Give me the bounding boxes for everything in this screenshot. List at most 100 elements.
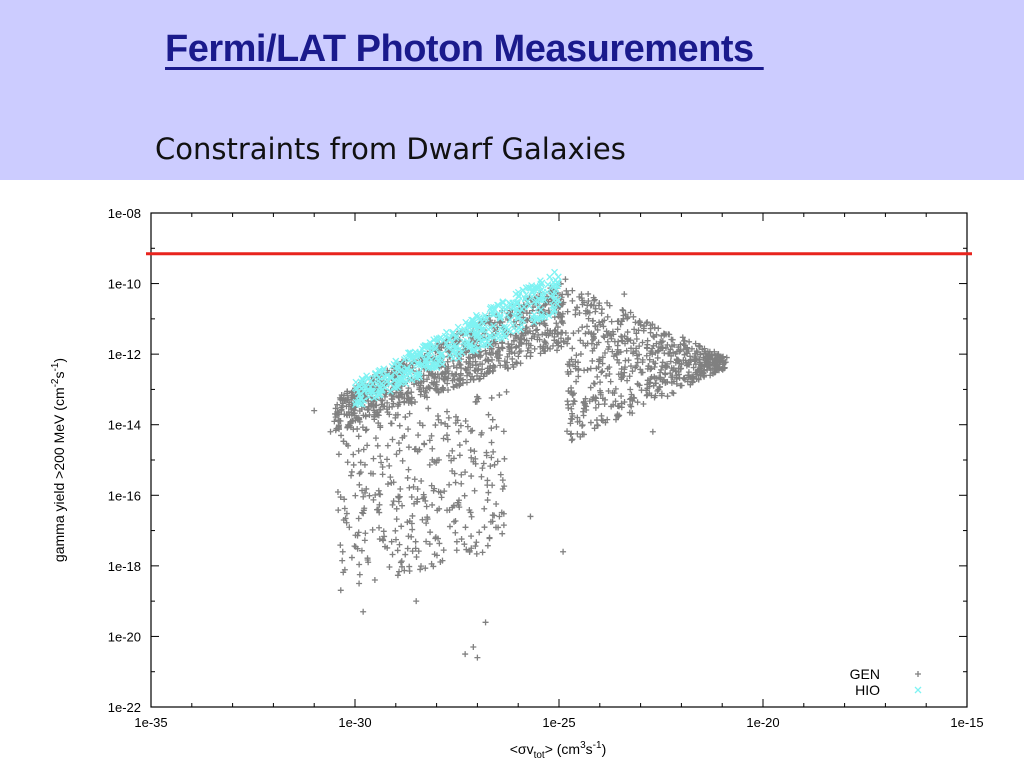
gen-point [673, 372, 680, 379]
x-axis-label: <σvtot> (cm3s-1) [510, 740, 606, 761]
gen-point [396, 422, 403, 429]
gen-point [397, 486, 404, 493]
gen-point [705, 359, 712, 366]
hio-point [536, 295, 543, 303]
gen-point [656, 374, 663, 381]
gen-point [643, 387, 650, 394]
hio-point [378, 380, 386, 388]
gen-point [615, 349, 622, 356]
gen-point [706, 354, 713, 361]
gen-point [654, 348, 661, 355]
hio-point [496, 324, 504, 332]
hio-point [430, 363, 438, 371]
gen-point [575, 365, 582, 372]
gen-point [414, 485, 421, 492]
gen-point [554, 347, 561, 354]
gen-point [415, 432, 422, 439]
gen-point [424, 376, 431, 383]
gen-point [462, 651, 469, 658]
gen-point [501, 358, 508, 365]
gen-point [675, 343, 682, 350]
gen-point [376, 491, 383, 498]
gen-point [394, 547, 401, 554]
gen-point [527, 513, 534, 520]
gen-point [375, 412, 382, 419]
gen-point [504, 353, 511, 360]
gen-point [604, 331, 611, 338]
gen-point [591, 345, 598, 352]
gen-point [590, 330, 597, 337]
gen-point [370, 407, 377, 414]
gen-point [444, 380, 451, 387]
hio-point [521, 295, 529, 303]
gen-point [569, 410, 576, 417]
gen-point [408, 494, 415, 501]
gen-point [576, 309, 583, 316]
gen-point [357, 459, 364, 466]
gen-point [484, 482, 491, 489]
gen-point [706, 365, 713, 372]
hio-point [406, 370, 414, 378]
gen-point [377, 422, 384, 429]
gen-point [662, 371, 669, 378]
gen-point [624, 338, 631, 345]
hio-point [458, 349, 466, 357]
hio-point [408, 359, 416, 367]
gen-point [522, 329, 529, 336]
gen-point [475, 365, 482, 372]
gen-point [623, 347, 630, 354]
gen-point [517, 336, 524, 343]
gen-point [524, 347, 531, 354]
gen-point [633, 336, 640, 343]
gen-point [585, 329, 592, 336]
hio-point [528, 289, 536, 297]
gen-point [624, 315, 631, 322]
gen-point [478, 473, 485, 480]
gen-point [461, 492, 468, 499]
gen-point [331, 418, 338, 425]
gen-point [396, 541, 403, 548]
hio-point [387, 374, 395, 382]
gen-point [517, 360, 524, 367]
hio-point [501, 305, 509, 313]
hio-point [496, 313, 504, 321]
gen-point [453, 547, 460, 554]
gen-point [637, 321, 644, 328]
gen-point [419, 516, 426, 523]
hio-point [449, 330, 457, 338]
gen-point [458, 480, 465, 487]
hio-point [526, 302, 533, 310]
hio-point [434, 357, 442, 365]
gen-point [372, 435, 379, 442]
hio-point [364, 387, 372, 395]
gen-point [456, 442, 463, 449]
gen-point [360, 493, 367, 500]
hio-point [404, 365, 411, 373]
gen-point [446, 523, 453, 530]
gen-point [587, 384, 594, 391]
gen-point [609, 348, 616, 355]
gen-point [414, 496, 421, 503]
gen-point [532, 327, 539, 334]
gen-point [474, 372, 481, 379]
gen-point [580, 431, 587, 438]
gen-point [472, 543, 479, 550]
gen-point [650, 333, 657, 340]
hio-point [423, 342, 431, 350]
hio-point [503, 311, 511, 319]
gen-point [468, 513, 475, 520]
gen-point [451, 518, 458, 525]
gen-point [493, 524, 500, 531]
gen-point [496, 392, 503, 399]
gen-point [433, 381, 440, 388]
gen-point [496, 352, 503, 359]
hio-point [365, 393, 373, 401]
gen-point [564, 398, 571, 405]
gen-point [647, 375, 654, 382]
gen-point [621, 398, 628, 405]
hio-point [455, 327, 463, 335]
gen-point [327, 428, 334, 435]
gen-point [606, 302, 613, 309]
gen-point [651, 394, 658, 401]
hio-point [430, 336, 438, 344]
